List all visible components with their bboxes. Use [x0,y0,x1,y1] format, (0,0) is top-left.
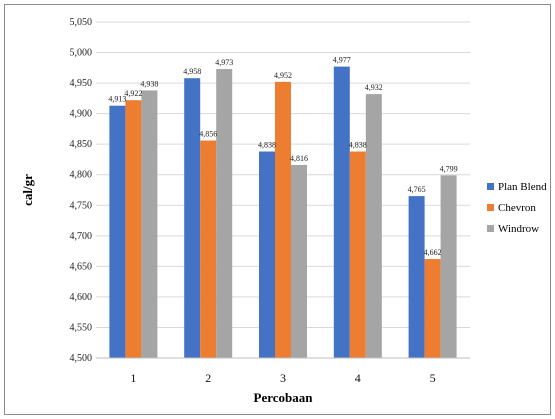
y-axis-ticks: 4,500 4,550 4,600 4,650 4,700 4,750 4,800 4,850… [70,17,93,364]
x-tick-label: 1 [130,371,136,385]
y-tick-label: 4,850 [70,139,93,150]
bars [109,66,457,359]
data-label: 4,973 [215,58,233,67]
data-label: 4,856 [199,130,217,139]
x-tick-label: 3 [280,371,286,385]
legend-swatch [487,225,494,232]
bar-windrow-4 [365,94,382,358]
y-tick-label: 4,800 [70,170,93,181]
y-tick-label: 5,050 [70,17,93,28]
legend: Plan Blend Chevron Windrow [487,181,547,235]
y-tick-label: 4,550 [70,322,93,333]
y-tick-label: 4,900 [70,109,93,120]
data-label: 4,838 [349,141,367,150]
bar-chevron-5 [424,259,441,358]
data-label: 4,799 [440,164,458,173]
bar-chevron-1 [125,100,142,359]
y-tick-label: 4,750 [70,200,93,211]
data-label: 4,816 [290,154,308,163]
y-tick-label: 4,650 [70,261,93,272]
x-axis-ticks: 1 2 3 4 5 [130,371,435,385]
y-tick-label: 5,000 [70,48,93,59]
legend-swatch [487,204,494,211]
y-axis-title: cal/gr [20,174,35,206]
x-tick-label: 2 [205,371,211,385]
bar-plan-blend-1 [109,105,126,358]
x-tick-label: 4 [355,371,361,385]
bar-plan-blend-3 [259,151,275,358]
bar-windrow-2 [216,69,233,358]
legend-label: Chevron [498,202,536,214]
legend-swatch [487,183,494,190]
y-tick-label: 4,500 [70,353,93,364]
y-tick-label: 4,600 [70,292,93,303]
data-label: 4,922 [124,89,142,98]
data-label: 4,662 [424,248,442,257]
bar-windrow-1 [141,90,158,359]
data-label: 4,938 [140,79,158,88]
bar-chevron-2 [200,140,217,358]
bar-windrow-3 [291,164,307,358]
x-tick-label: 5 [430,371,436,385]
data-label: 4,977 [333,56,351,65]
legend-label: Windrow [498,223,539,235]
bar-plan-blend-5 [408,196,425,358]
bar-plan-blend-4 [333,66,350,358]
x-axis-title: Percobaan [254,390,314,405]
bar-windrow-5 [440,175,457,358]
data-label: 4,765 [408,185,426,194]
y-tick-label: 4,950 [70,78,93,89]
legend-label: Plan Blend [498,181,547,193]
y-tick-label: 4,700 [70,231,93,242]
data-label: 4,952 [274,71,292,80]
bar-chevron-4 [349,151,366,358]
data-label: 4,932 [365,83,383,92]
data-label: 4,958 [183,67,201,76]
data-label: 4,838 [258,141,276,150]
data-label: 4,913 [108,95,126,104]
bar-chevron-3 [275,81,291,359]
bar-plan-blend-2 [184,78,201,358]
